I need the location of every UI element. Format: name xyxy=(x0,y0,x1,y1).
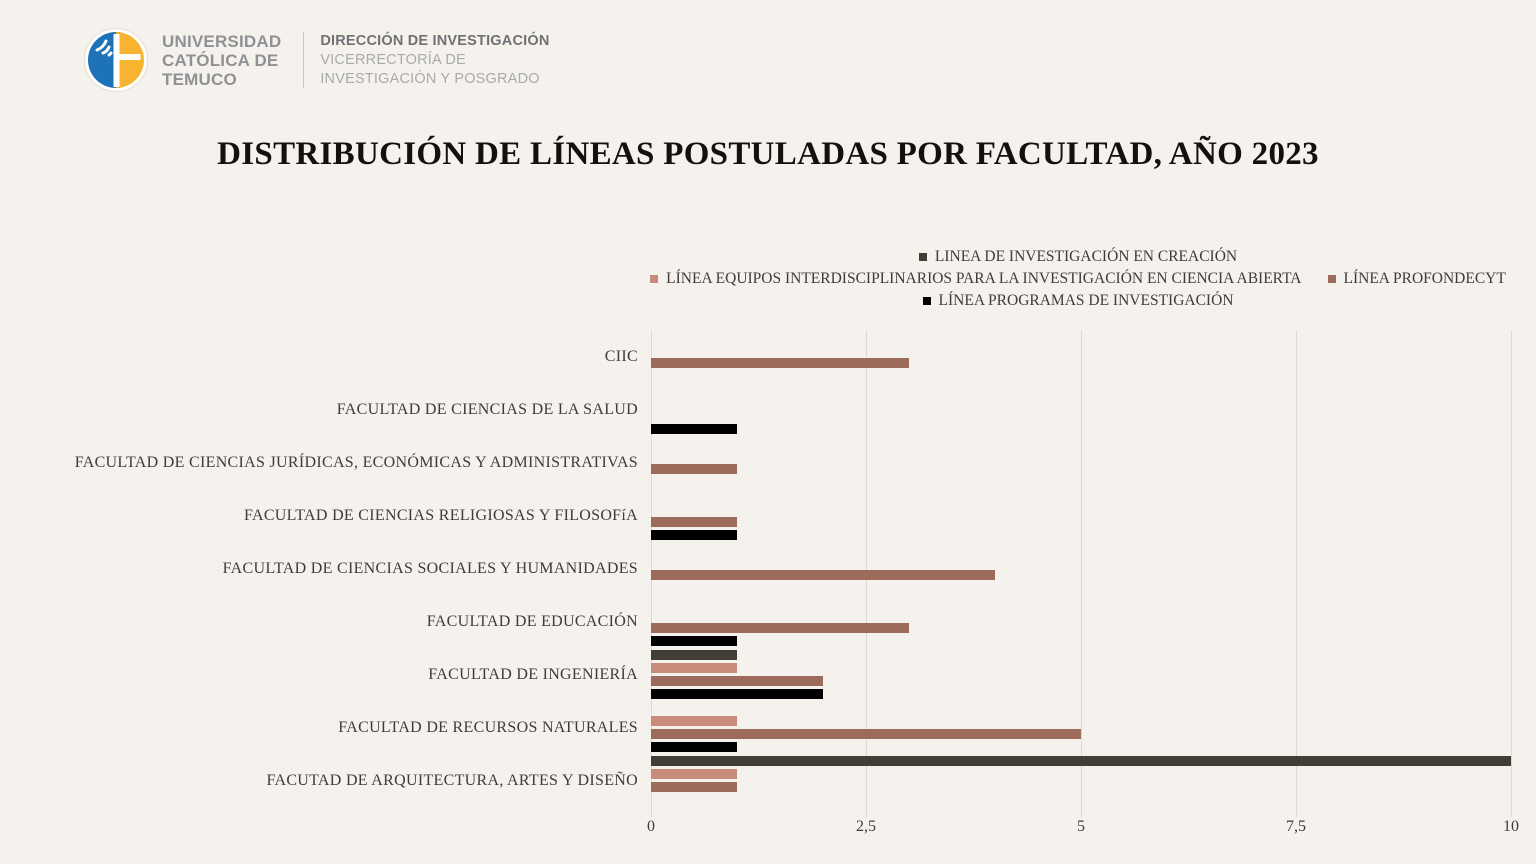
legend-item: LÍNEA EQUIPOS INTERDISCIPLINARIOS PARA L… xyxy=(650,268,1302,290)
category-band: FACULTAD DE CIENCIAS SOCIALES Y HUMANIDA… xyxy=(0,542,1511,595)
bar xyxy=(651,755,1511,766)
department-subtitle-line: VICERRECTORÍA DE xyxy=(320,51,466,68)
bar xyxy=(651,623,909,634)
legend-label: LINEA DE INVESTIGACIÓN EN CREACIÓN xyxy=(934,248,1238,265)
gridline xyxy=(1511,330,1512,817)
category-label: FACULTAD DE CIENCIAS SOCIALES Y HUMANIDA… xyxy=(222,559,638,577)
chart-title: DISTRIBUCIÓN DE LÍNEAS POSTULADAS POR FA… xyxy=(217,136,1319,172)
category-band: FACULTAD DE CIENCIAS DE LA SALUD xyxy=(0,383,1511,436)
bar xyxy=(651,570,995,581)
university-name-line: TEMUCO xyxy=(162,69,237,89)
category-band: FACULTAD DE CIENCIAS JURÍDICAS, ECONÓMIC… xyxy=(0,436,1511,489)
category-label: FACULTAD DE CIENCIAS DE LA SALUD xyxy=(336,400,638,418)
x-axis-tick-label: 2,5 xyxy=(856,818,876,835)
category-band: FACULTAD DE CIENCIAS RELIGIOSAS Y FILOSO… xyxy=(0,489,1511,542)
bar xyxy=(651,517,737,528)
bar xyxy=(651,782,737,793)
legend-item: LÍNEA PROFONDECYT xyxy=(1327,268,1506,290)
bar xyxy=(651,530,737,541)
x-axis-tick-label: 10 xyxy=(1503,818,1519,835)
category-label: FACULTAD DE INGENIERÍA xyxy=(428,665,638,683)
university-name: UNIVERSIDAD CATÓLICA DE TEMUCO xyxy=(162,32,281,89)
department-block: DIRECCIÓN DE INVESTIGACIÓN VICERRECTORÍA… xyxy=(320,32,549,89)
department-title: DIRECCIÓN DE INVESTIGACIÓN xyxy=(320,32,550,49)
category-label: FACUTAD DE ARQUITECTURA, ARTES Y DISEÑO xyxy=(266,771,638,789)
legend-swatch-icon xyxy=(922,297,931,305)
chart-legend: LINEA DE INVESTIGACIÓN EN CREACIÓN LÍNEA … xyxy=(645,246,1511,312)
legend-item: LINEA DE INVESTIGACIÓN EN CREACIÓN xyxy=(918,246,1238,268)
university-name-line: UNIVERSIDAD xyxy=(162,31,282,51)
legend-swatch-icon xyxy=(918,253,927,261)
category-label: CIIC xyxy=(604,347,638,365)
legend-swatch-icon xyxy=(1327,275,1336,283)
university-name-line: CATÓLICA DE xyxy=(162,50,279,70)
bar xyxy=(651,464,737,475)
gridline xyxy=(1296,330,1297,817)
category-label: FACULTAD DE EDUCACIÓN xyxy=(426,612,638,630)
bar xyxy=(651,729,1081,740)
legend-label: LÍNEA PROGRAMAS DE INVESTIGACIÓN xyxy=(938,292,1234,309)
x-axis-tick-label: 0 xyxy=(647,818,655,835)
uct-logo-icon xyxy=(84,28,148,92)
bar xyxy=(651,424,737,435)
category-label: FACULTAD DE CIENCIAS RELIGIOSAS Y FILOSO… xyxy=(243,506,638,524)
legend-swatch-icon xyxy=(650,275,659,283)
category-band: FACULTAD DE INGENIERÍA xyxy=(0,648,1511,701)
category-band: FACULTAD DE EDUCACIÓN xyxy=(0,595,1511,648)
x-axis-tick-label: 5 xyxy=(1077,818,1085,835)
bar xyxy=(651,636,737,647)
bar xyxy=(651,649,737,660)
department-subtitle-line: INVESTIGACIÓN Y POSGRADO xyxy=(320,70,540,87)
header-divider xyxy=(303,32,305,88)
bar xyxy=(651,662,737,673)
bar xyxy=(651,742,737,753)
header: UNIVERSIDAD CATÓLICA DE TEMUCO DIRECCIÓN… xyxy=(84,28,550,92)
bar-chart: CIIC FACULTAD DE CIENCIAS DE LA SALUD FACU… xyxy=(0,330,1519,837)
legend-item: LÍNEA PROGRAMAS DE INVESTIGACIÓN xyxy=(922,290,1234,312)
category-label: FACULTAD DE CIENCIAS JURÍDICAS, ECONÓMIC… xyxy=(74,453,638,471)
bar xyxy=(651,358,909,369)
bar xyxy=(651,689,823,700)
category-band: FACULTAD DE RECURSOS NATURALES xyxy=(0,701,1511,754)
gridline xyxy=(1081,330,1082,817)
x-axis: 0 2,5 5 7,5 10 xyxy=(647,807,1519,837)
bar xyxy=(651,676,823,687)
legend-label: LÍNEA PROFONDECYT xyxy=(1343,270,1506,287)
bar xyxy=(651,715,737,726)
legend-label: LÍNEA EQUIPOS INTERDISCIPLINARIOS PARA L… xyxy=(666,270,1302,287)
bar xyxy=(651,768,737,779)
category-band: CIIC xyxy=(0,330,1511,383)
category-label: FACULTAD DE RECURSOS NATURALES xyxy=(338,718,638,736)
x-axis-tick-label: 7,5 xyxy=(1286,818,1306,835)
category-band: FACUTAD DE ARQUITECTURA, ARTES Y DISEÑO xyxy=(0,754,1511,807)
